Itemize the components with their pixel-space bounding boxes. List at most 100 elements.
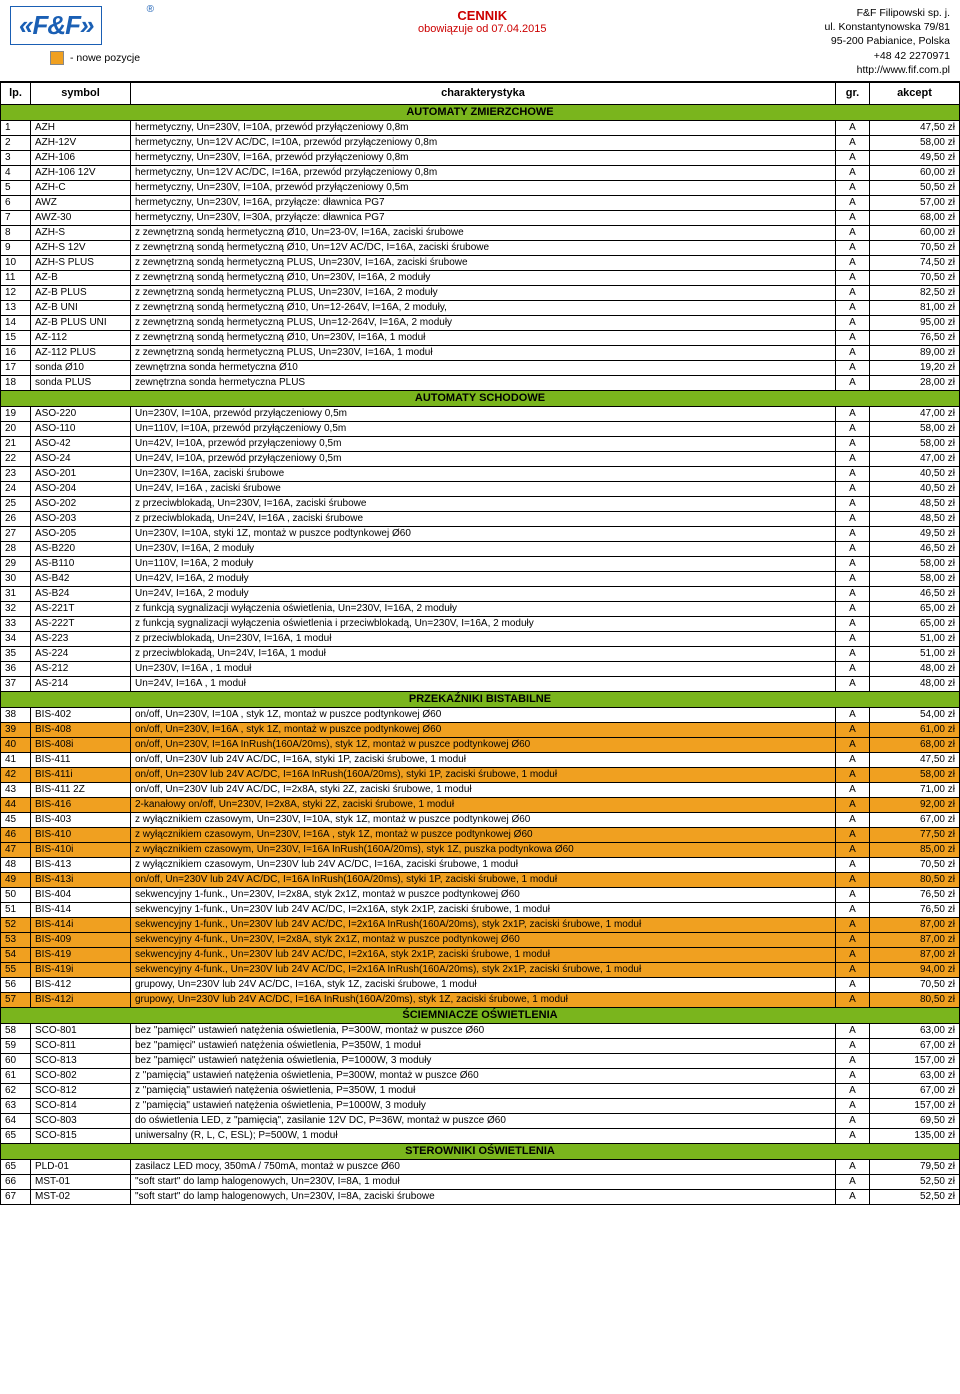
cell-char: hermetyczny, Un=230V, I=16A, przewód prz… [131,150,836,165]
cell-lp: 32 [1,601,31,616]
cell-gr: A [836,661,870,676]
cell-char: z przeciwblokadą, Un=24V, I=16A, 1 moduł [131,646,836,661]
cell-gr: A [836,902,870,917]
cell-lp: 49 [1,872,31,887]
cell-char: z zewnętrzną sondą hermetyczną PLUS, Un=… [131,345,836,360]
table-row: 33AS-222Tz funkcją sygnalizacji wyłączen… [1,616,960,631]
cell-gr: A [836,571,870,586]
cell-sym: AZH-106 12V [31,165,131,180]
cell-sym: ASO-201 [31,466,131,481]
cell-price: 63,00 zł [870,1023,960,1038]
cell-gr: A [836,737,870,752]
cell-char: uniwersalny (R, L, C, ESL); P=500W, 1 mo… [131,1128,836,1143]
cell-char: zasilacz LED mocy, 350mA / 750mA, montaż… [131,1159,836,1174]
cell-lp: 47 [1,842,31,857]
col-lp: lp. [1,82,31,104]
table-row: 32AS-221Tz funkcją sygnalizacji wyłączen… [1,601,960,616]
cell-price: 47,00 zł [870,451,960,466]
cell-lp: 44 [1,797,31,812]
cell-char: z zewnętrzną sondą hermetyczną PLUS, Un=… [131,285,836,300]
col-gr: gr. [836,82,870,104]
cell-sym: AS-214 [31,676,131,691]
cell-gr: A [836,887,870,902]
cell-gr: A [836,496,870,511]
legend: - nowe pozycje [50,51,140,65]
cell-sym: BIS-408 [31,722,131,737]
cell-lp: 43 [1,782,31,797]
cell-sym: AZH-106 [31,150,131,165]
table-row: 9AZH-S 12Vz zewnętrzną sondą hermetyczną… [1,240,960,255]
cell-gr: A [836,195,870,210]
cell-price: 58,00 zł [870,571,960,586]
cell-sym: BIS-412i [31,992,131,1007]
cell-gr: A [836,255,870,270]
cell-sym: BIS-419 [31,947,131,962]
cell-sym: AS-212 [31,661,131,676]
table-row: 44BIS-4162-kanałowy on/off, Un=230V, I=2… [1,797,960,812]
cell-gr: A [836,511,870,526]
cell-lp: 11 [1,270,31,285]
table-row: 6AWZhermetyczny, Un=230V, I=16A, przyłąc… [1,195,960,210]
table-row: 4AZH-106 12Vhermetyczny, Un=12V AC/DC, I… [1,165,960,180]
cell-price: 70,50 zł [870,977,960,992]
title-block: CENNIK obowiązuje od 07.04.2015 [140,6,824,35]
cell-char: grupowy, Un=230V lub 24V AC/DC, I=16A, s… [131,977,836,992]
cell-sym: MST-01 [31,1174,131,1189]
cell-lp: 31 [1,586,31,601]
section-title: PRZEKAŹNIKI BISTABILNE [1,691,960,707]
cell-price: 54,00 zł [870,707,960,722]
cell-char: z zewnętrzną sondą hermetyczną Ø10, Un=2… [131,225,836,240]
cell-lp: 12 [1,285,31,300]
cell-sym: BIS-419i [31,962,131,977]
cell-price: 87,00 zł [870,947,960,962]
cell-lp: 1 [1,120,31,135]
cell-gr: A [836,947,870,962]
cell-char: on/off, Un=230V lub 24V AC/DC, I=16A, st… [131,752,836,767]
cell-gr: A [836,1068,870,1083]
cell-gr: A [836,1159,870,1174]
table-row: 49BIS-413ion/off, Un=230V lub 24V AC/DC,… [1,872,960,887]
cell-gr: A [836,977,870,992]
cell-lp: 6 [1,195,31,210]
cell-sym: AS-B110 [31,556,131,571]
cell-lp: 50 [1,887,31,902]
cell-lp: 62 [1,1083,31,1098]
cell-price: 157,00 zł [870,1098,960,1113]
company-line: ul. Konstantynowska 79/81 [825,20,951,34]
cell-lp: 25 [1,496,31,511]
cell-gr: A [836,842,870,857]
legend-color [50,51,64,65]
price-table: lp. symbol charakterystyka gr. akcept AU… [0,82,960,1205]
cell-lp: 65 [1,1128,31,1143]
cell-lp: 21 [1,436,31,451]
cell-sym: ASO-42 [31,436,131,451]
table-row: 31AS-B24Un=24V, I=16A, 2 modułyA46,50 zł [1,586,960,601]
table-row: 43BIS-411 2Zon/off, Un=230V lub 24V AC/D… [1,782,960,797]
logo: «F&F» [10,6,102,45]
cell-sym: SCO-811 [31,1038,131,1053]
cell-price: 48,50 zł [870,511,960,526]
table-row: 37AS-214Un=24V, I=16A , 1 modułA48,00 zł [1,676,960,691]
table-row: 64SCO-803do oświetlenia LED, z "pamięcią… [1,1113,960,1128]
cell-lp: 16 [1,345,31,360]
cell-price: 87,00 zł [870,917,960,932]
cell-sym: AZH [31,120,131,135]
cell-sym: SCO-802 [31,1068,131,1083]
cell-gr: A [836,827,870,842]
cell-gr: A [836,150,870,165]
cell-gr: A [836,1128,870,1143]
table-row: 5AZH-Chermetyczny, Un=230V, I=10A, przew… [1,180,960,195]
cell-price: 80,50 zł [870,872,960,887]
table-row: 62SCO-812z "pamięcią" ustawień natężenia… [1,1083,960,1098]
table-row: 7AWZ-30hermetyczny, Un=230V, I=30A, przy… [1,210,960,225]
cell-lp: 67 [1,1189,31,1204]
cell-price: 48,50 zł [870,496,960,511]
cell-price: 47,50 zł [870,120,960,135]
cell-lp: 46 [1,827,31,842]
cell-sym: AZH-S [31,225,131,240]
cell-price: 47,50 zł [870,752,960,767]
cell-gr: A [836,752,870,767]
cell-char: z zewnętrzną sondą hermetyczną Ø10, Un=1… [131,240,836,255]
cell-char: "soft start" do lamp halogenowych, Un=23… [131,1174,836,1189]
cell-gr: A [836,1023,870,1038]
